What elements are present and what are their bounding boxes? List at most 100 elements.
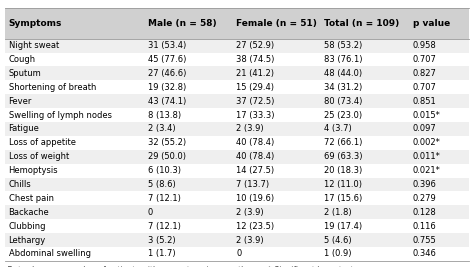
Text: Night sweat: Night sweat	[9, 41, 59, 50]
Text: 0.015*: 0.015*	[413, 111, 440, 120]
Text: 5 (4.6): 5 (4.6)	[324, 235, 352, 245]
Text: 20 (18.3): 20 (18.3)	[324, 166, 363, 175]
Text: 0.346: 0.346	[413, 249, 437, 258]
Bar	[5, 94, 469, 108]
Text: 37 (72.5): 37 (72.5)	[236, 97, 274, 106]
Text: Total (n = 109): Total (n = 109)	[324, 19, 400, 28]
Text: 7 (12.1): 7 (12.1)	[148, 222, 181, 231]
Text: 0.279: 0.279	[413, 194, 437, 203]
Text: Male (n = 58): Male (n = 58)	[148, 19, 217, 28]
Text: 40 (78.4): 40 (78.4)	[236, 152, 274, 161]
Text: 0.002*: 0.002*	[413, 138, 440, 147]
Text: 0: 0	[236, 249, 241, 258]
Text: 0.958: 0.958	[413, 41, 437, 50]
Text: 15 (29.4): 15 (29.4)	[236, 83, 274, 92]
Text: 6 (10.3): 6 (10.3)	[148, 166, 181, 175]
Text: Symptoms: Symptoms	[9, 19, 62, 28]
Text: 21 (41.2): 21 (41.2)	[236, 69, 274, 78]
Text: 7 (13.7): 7 (13.7)	[236, 180, 269, 189]
Bar	[5, 233, 469, 247]
Text: Chest pain: Chest pain	[9, 194, 54, 203]
Text: 31 (53.4): 31 (53.4)	[148, 41, 186, 50]
Bar	[5, 191, 469, 205]
Text: Fatigue: Fatigue	[9, 124, 39, 134]
Text: 19 (17.4): 19 (17.4)	[324, 222, 363, 231]
Text: 27 (52.9): 27 (52.9)	[236, 41, 274, 50]
Text: p value: p value	[413, 19, 450, 28]
Bar	[5, 108, 469, 122]
Text: 7 (12.1): 7 (12.1)	[148, 194, 181, 203]
Text: 0.707: 0.707	[413, 83, 437, 92]
Text: 10 (19.6): 10 (19.6)	[236, 194, 274, 203]
Text: 27 (46.6): 27 (46.6)	[148, 69, 186, 78]
Text: 0.116: 0.116	[413, 222, 437, 231]
Text: 0.827: 0.827	[413, 69, 437, 78]
Text: 5 (8.6): 5 (8.6)	[148, 180, 176, 189]
Bar	[5, 136, 469, 150]
Text: 0.128: 0.128	[413, 208, 437, 217]
Text: 38 (74.5): 38 (74.5)	[236, 55, 274, 64]
Text: 2 (3.9): 2 (3.9)	[236, 235, 264, 245]
Text: 0.097: 0.097	[413, 124, 437, 134]
Bar	[5, 122, 469, 136]
Text: 83 (76.1): 83 (76.1)	[324, 55, 363, 64]
Text: 25 (23.0): 25 (23.0)	[324, 111, 363, 120]
Text: 0.707: 0.707	[413, 55, 437, 64]
Bar	[5, 39, 469, 53]
Bar	[5, 66, 469, 80]
Bar	[5, 178, 469, 191]
Text: Chills: Chills	[9, 180, 31, 189]
Text: 12 (23.5): 12 (23.5)	[236, 222, 274, 231]
Text: Shortening of breath: Shortening of breath	[9, 83, 96, 92]
Text: 17 (15.6): 17 (15.6)	[324, 194, 363, 203]
Text: 45 (77.6): 45 (77.6)	[148, 55, 186, 64]
Text: Loss of weight: Loss of weight	[9, 152, 69, 161]
Text: 4 (3.7): 4 (3.7)	[324, 124, 352, 134]
Bar	[5, 205, 469, 219]
Text: 0.755: 0.755	[413, 235, 437, 245]
Bar	[5, 80, 469, 94]
Text: 2 (1.8): 2 (1.8)	[324, 208, 352, 217]
Text: 8 (13.8): 8 (13.8)	[148, 111, 181, 120]
Text: 80 (73.4): 80 (73.4)	[324, 97, 363, 106]
Bar	[5, 247, 469, 261]
Text: 32 (55.2): 32 (55.2)	[148, 138, 186, 147]
Text: 40 (78.4): 40 (78.4)	[236, 138, 274, 147]
Text: Swelling of lymph nodes: Swelling of lymph nodes	[9, 111, 111, 120]
Bar	[5, 53, 469, 66]
Text: 19 (32.8): 19 (32.8)	[148, 83, 186, 92]
Text: 69 (63.3): 69 (63.3)	[324, 152, 363, 161]
Text: Abdominal swelling: Abdominal swelling	[9, 249, 91, 258]
Text: 0.021*: 0.021*	[413, 166, 440, 175]
Bar	[5, 164, 469, 178]
Text: 1 (0.9): 1 (0.9)	[324, 249, 352, 258]
Text: Sputum: Sputum	[9, 69, 41, 78]
Text: 58 (53.2): 58 (53.2)	[324, 41, 363, 50]
Text: 34 (31.2): 34 (31.2)	[324, 83, 363, 92]
Text: Fever: Fever	[9, 97, 32, 106]
Text: 43 (74.1): 43 (74.1)	[148, 97, 186, 106]
Text: 48 (44.0): 48 (44.0)	[324, 69, 363, 78]
Bar	[5, 8, 469, 39]
Text: 1 (1.7): 1 (1.7)	[148, 249, 175, 258]
Text: Loss of appetite: Loss of appetite	[9, 138, 75, 147]
Text: 2 (3.9): 2 (3.9)	[236, 124, 264, 134]
Text: Hemoptysis: Hemoptysis	[9, 166, 58, 175]
Text: 0.011*: 0.011*	[413, 152, 440, 161]
Text: Female (n = 51): Female (n = 51)	[236, 19, 317, 28]
Text: 72 (66.1): 72 (66.1)	[324, 138, 363, 147]
Text: Cough: Cough	[9, 55, 36, 64]
Text: Clubbing: Clubbing	[9, 222, 46, 231]
Bar	[5, 219, 469, 233]
Text: 2 (3.4): 2 (3.4)	[148, 124, 175, 134]
Text: 29 (50.0): 29 (50.0)	[148, 152, 186, 161]
Text: 12 (11.0): 12 (11.0)	[324, 180, 363, 189]
Text: 0.851: 0.851	[413, 97, 437, 106]
Text: Data shown as number of patients with percentage in parentheses. * Significant b: Data shown as number of patients with pe…	[7, 266, 356, 267]
Text: 3 (5.2): 3 (5.2)	[148, 235, 175, 245]
Text: 2 (3.9): 2 (3.9)	[236, 208, 264, 217]
Text: 0: 0	[148, 208, 153, 217]
Bar	[5, 150, 469, 164]
Text: 17 (33.3): 17 (33.3)	[236, 111, 274, 120]
Text: 14 (27.5): 14 (27.5)	[236, 166, 274, 175]
